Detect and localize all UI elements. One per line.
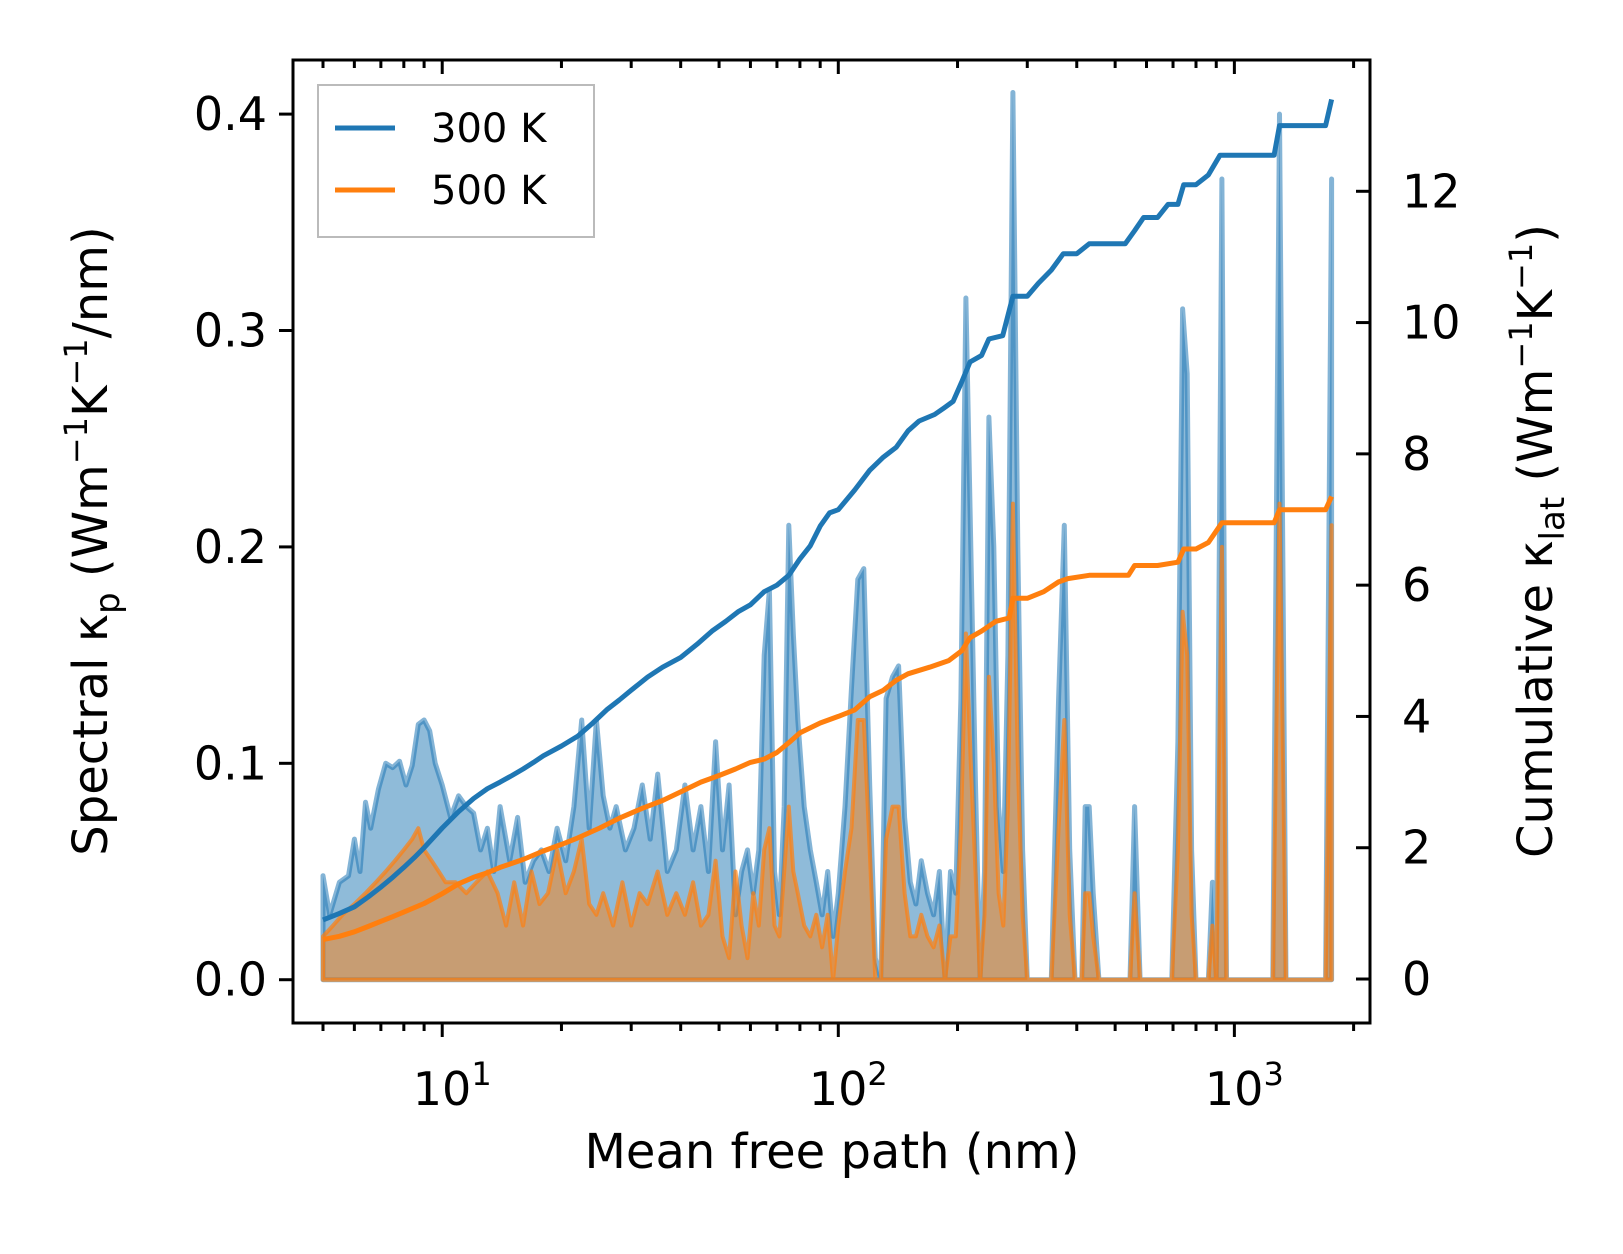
y-right-tick-label: 4	[1402, 689, 1431, 743]
y-right-tick-label: 0	[1402, 952, 1431, 1006]
spectral-area-500k	[321, 501, 1334, 982]
y-right-axis-title: Cumulative κlat (Wm−1K−1)	[1502, 224, 1573, 858]
legend-box	[317, 84, 595, 238]
y-left-axis-title: Spectral κp (Wm−1K−1/nm)	[57, 226, 128, 855]
y-left-tick-label: 0.1	[194, 736, 267, 790]
x-axis-title: Mean free path (nm)	[585, 1124, 1080, 1180]
y-right-tick-label: 8	[1402, 427, 1431, 481]
y-left-tick-label: 0.3	[194, 304, 267, 358]
y-left-tick-label: 0.4	[194, 87, 267, 141]
plot-frame	[291, 58, 1372, 1025]
cumulative-line-300k	[322, 98, 1335, 923]
legend-label-500k: 500 K	[431, 168, 548, 214]
y-left-tick-label: 0.0	[194, 953, 267, 1007]
x-tick-label: 101	[413, 1055, 492, 1116]
y-right-tick-label: 6	[1402, 558, 1431, 612]
legend: 300 K 500 K	[317, 84, 595, 238]
y-right-tick-label: 12	[1402, 164, 1461, 218]
x-tick-label: 102	[809, 1055, 888, 1116]
cumulative-line-500k	[322, 495, 1334, 943]
y-left-tick-label: 0.2	[194, 520, 267, 574]
y-right-tick-label: 2	[1402, 821, 1431, 875]
legend-label-300k: 300 K	[431, 106, 548, 152]
x-tick-label: 103	[1205, 1055, 1284, 1116]
y-right-tick-label: 10	[1402, 296, 1461, 350]
